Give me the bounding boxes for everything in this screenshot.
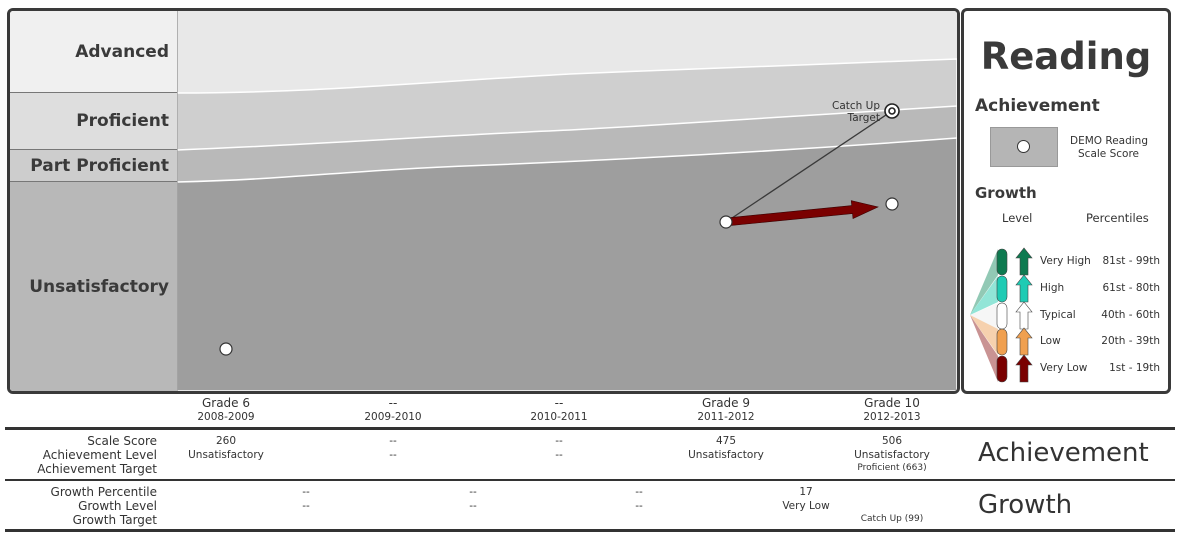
cell-achievement-level-2: -- [555,449,563,461]
cell-achievement-level-1: -- [389,449,397,461]
band-label-part-proficient: Part Proficient [10,150,177,182]
legend-panel: Reading Achievement DEMO Reading Scale S… [961,8,1171,394]
legend-level-header: Level [1002,211,1033,225]
catch-up-target-label-1: Catch Up [832,100,880,112]
column-grade-4: Grade 10 [864,396,920,410]
growth-arrow-shape [725,200,879,227]
band-label-advanced: Advanced [10,11,177,93]
table-rule-bottom [5,529,1175,532]
score-point-col-3 [719,215,733,229]
growth-fan-1 [970,276,998,315]
legend-level-name-3: Low [1040,335,1061,347]
cell-growth-level-1: -- [469,500,477,512]
cell-scale-score-4: 506 [881,435,903,447]
score-point-col-0 [219,342,233,356]
cell-scale-score-1: -- [389,435,397,447]
growth-arrow [725,200,879,227]
growth-arrow-very-low-icon [1015,354,1033,383]
growth-arrow-low-icon [1015,327,1033,356]
column-year-4: 2012-2013 [863,411,921,423]
growth-fan-2 [970,303,998,329]
cell-achievement-level-3: Unsatisfactory [688,449,764,461]
legend-level-name-0: Very High [1040,255,1091,267]
column-grade-3: Grade 9 [701,396,751,410]
cell-achievement-level-0: Unsatisfactory [188,449,264,461]
growth-section-title: Growth [978,490,1073,520]
score-point-col-4 [885,197,899,211]
growth-arrow-high-icon [1015,274,1033,303]
catch-up-target-line [725,110,893,223]
legend-level-range-3: 20th - 39th [1101,335,1160,347]
column-grade-2: -- [554,396,564,410]
achievement-section-title: Achievement [978,438,1149,468]
growth-pill-low-icon [996,328,1008,356]
growth-pill-typical-icon [996,302,1008,330]
growth-pill-high-icon [996,275,1008,303]
cell-growth-level-2: -- [635,500,643,512]
catch-up-target-label-2: Target [847,112,880,124]
cell-scale-score-3: 475 [715,435,737,447]
cell-scale-score-0: 260 [215,435,237,447]
row-label-growth-target: Growth Target [72,513,157,527]
cell-achievement-level-4: Unsatisfactory [854,449,930,461]
cell-growth-level-3: Very Low [782,500,830,512]
growth-pill-very-low-icon [996,355,1008,383]
band-label-unsatisfactory: Unsatisfactory [10,182,177,391]
legend-level-range-2: 40th - 60th [1101,309,1160,321]
legend-score-swatch [990,127,1058,167]
row-label-growth-percentile: Growth Percentile [50,485,157,499]
table-rule-middle [5,479,1175,481]
legend-level-name-1: High [1040,282,1065,294]
band-unsatisfactory-area [176,137,957,391]
achievement-chart: Catch Up Target Advanced Proficient Part Pr… [7,8,960,394]
growth-arrow-very-high-icon [1015,247,1033,276]
legend-level-range-1: 61st - 80th [1102,282,1160,294]
legend-level-name-2: Typical [1040,309,1076,321]
column-year-2: 2010-2011 [530,411,588,423]
column-year-3: 2011-2012 [697,411,755,423]
growth-fan-4 [970,315,998,382]
cell-growth-percentile-1: -- [469,486,477,498]
legend-level-range-0: 81st - 99th [1102,255,1160,267]
legend-title: Reading [980,35,1152,78]
growth-arrow-typical-icon [1015,301,1033,330]
growth-fan-0 [970,249,998,315]
legend-level-range-4: 1st - 19th [1109,362,1160,374]
row-label-achievement-level: Achievement Level [42,448,157,462]
growth-fan-3 [970,315,998,355]
legend-score-label-1: DEMO Reading [1070,135,1149,147]
legend-level-name-4: Very Low [1040,362,1088,374]
legend-growth-heading: Growth [975,184,1037,202]
cell-growth-level-0: -- [302,500,310,512]
catch-up-target-marker-inner [888,107,896,115]
cell-growth-target-4: Catch Up (99) [860,514,924,524]
score-marker-icon [1017,140,1030,153]
legend-achievement-heading: Achievement [975,96,1100,116]
row-label-scale-score: Scale Score [87,434,157,448]
cell-growth-percentile-2: -- [635,486,643,498]
cell-scale-score-2: -- [555,435,563,447]
row-label-achievement-target: Achievement Target [37,462,157,476]
table-rule-top [5,427,1175,430]
column-grade-0: Grade 6 [201,396,251,410]
legend-percentiles-header: Percentiles [1086,211,1149,225]
growth-pill-very-high-icon [996,248,1008,276]
column-year-1: 2009-2010 [364,411,422,423]
column-grade-1: -- [388,396,398,410]
growth-legend-graphic [970,247,1033,383]
cell-achievement-target-4: Proficient (663) [857,463,927,473]
row-label-growth-level: Growth Level [78,499,157,513]
cell-growth-percentile-3: 17 [799,486,813,498]
cell-growth-percentile-0: -- [302,486,310,498]
band-label-proficient: Proficient [10,93,177,150]
legend-score-label-2: Scale Score [1078,148,1139,160]
column-year-0: 2008-2009 [197,411,255,423]
